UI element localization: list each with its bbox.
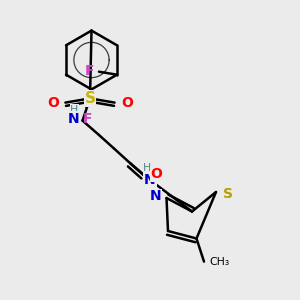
Text: H: H: [70, 105, 78, 115]
Text: N: N: [144, 173, 156, 187]
Text: CH₃: CH₃: [209, 256, 230, 267]
Text: O: O: [121, 96, 133, 110]
Text: O: O: [151, 167, 163, 181]
Text: N: N: [67, 112, 79, 126]
Text: F: F: [83, 112, 92, 126]
Text: H: H: [143, 164, 151, 173]
Text: F: F: [85, 64, 94, 78]
Text: O: O: [47, 96, 59, 110]
Text: N: N: [149, 190, 161, 203]
Text: S: S: [223, 187, 232, 200]
Text: S: S: [85, 91, 95, 106]
